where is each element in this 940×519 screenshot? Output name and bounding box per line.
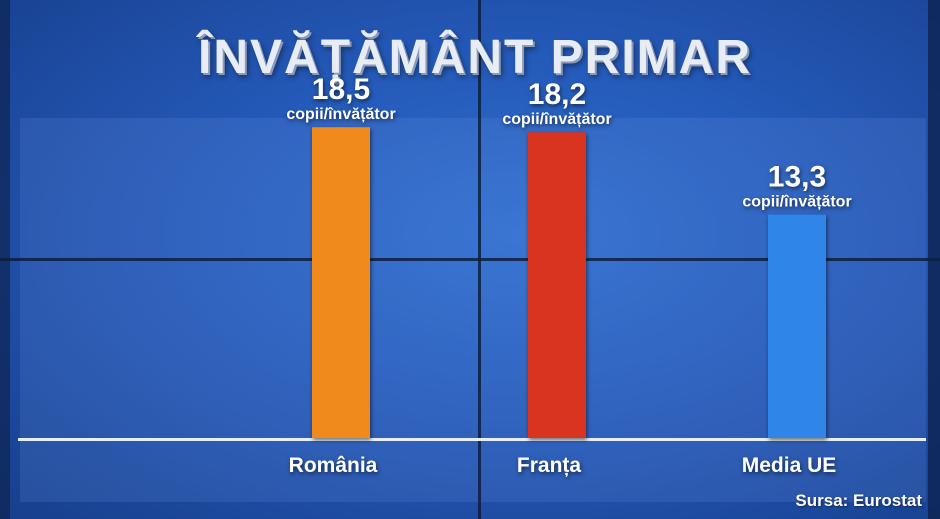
category-label-0: România [289,454,378,477]
value-label-0: 18,5 [312,73,370,106]
chart-title: ÎNVĂȚĂMÂNT PRIMAR [198,31,752,84]
value-label-1: 18,2 [528,78,586,111]
source-note: Sursa: Eurostat [795,491,922,510]
value-label-2: 13,3 [768,161,826,194]
bar-2 [768,214,826,438]
video-wall-seam-horizontal [0,258,940,261]
category-label-2: Media UE [742,454,837,477]
unit-label-0: copii/învățător [286,106,395,123]
bar-0 [312,127,370,438]
bar-1 [528,132,586,439]
category-label-1: Franța [517,454,582,477]
unit-label-2: copii/învățător [742,194,851,211]
unit-label-1: copii/învățător [502,111,611,128]
x-axis-baseline [18,438,926,441]
